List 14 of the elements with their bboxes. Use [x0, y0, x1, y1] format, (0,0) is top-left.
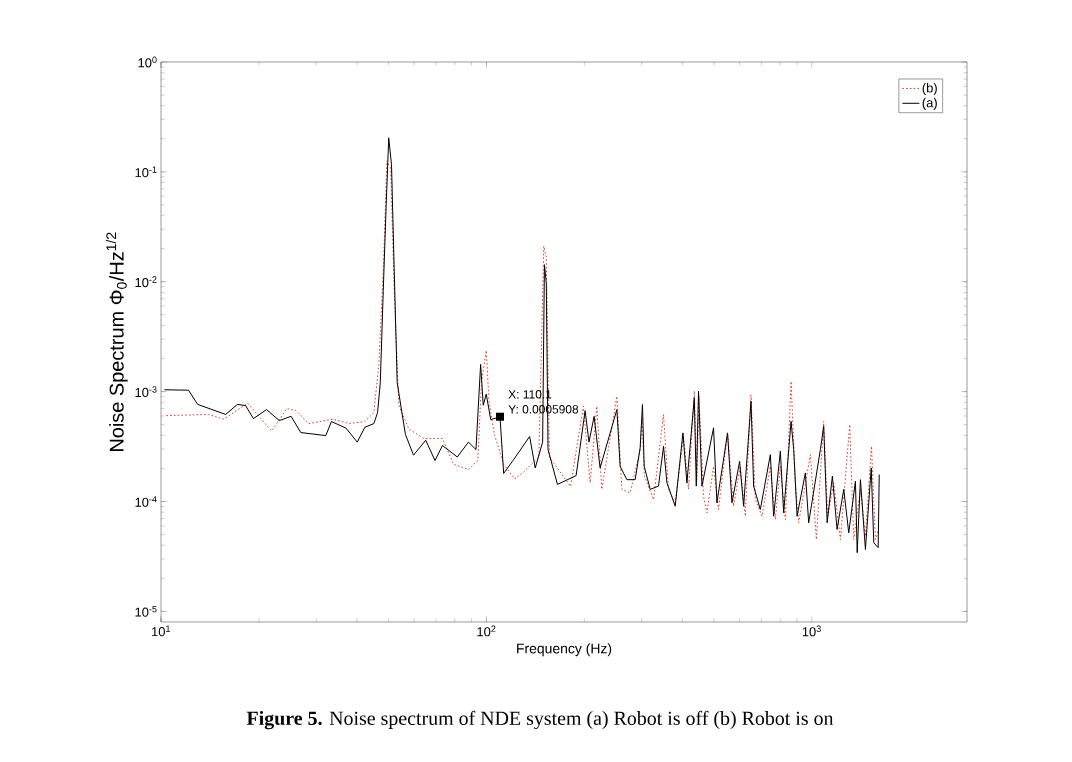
text: Figure 5. Noise spectrum of NDE system (a) Robot is off (b) Robot is on — [246, 710, 834, 730]
x-tick-label: 10$^{2}$ — [477, 625, 496, 637]
y-tick-label: 10$^{-5}$ — [135, 606, 157, 617]
x-tick-label: 10$^{3}$ — [802, 625, 821, 637]
y-tick-label: 10$^{-1}$ — [135, 166, 157, 178]
legend-label: (b) — [922, 82, 937, 96]
y-tick-label: 10$^{0}$ — [138, 56, 157, 68]
y-tick-label: 10$^{-3}$ — [135, 386, 157, 398]
y-axis-title: Noise Spectrum Φ$_{0}$/Hz$^{1/2}$ — [105, 232, 128, 451]
y-tick-label: 10$^{-2}$ — [135, 276, 157, 288]
x-tick-label: 10$^{1}$ — [152, 625, 171, 637]
x-axis-title: Frequency (Hz) — [517, 643, 612, 657]
y-tick-label: 10$^{-4}$ — [135, 496, 157, 507]
legend-label: (a) — [922, 97, 937, 110]
